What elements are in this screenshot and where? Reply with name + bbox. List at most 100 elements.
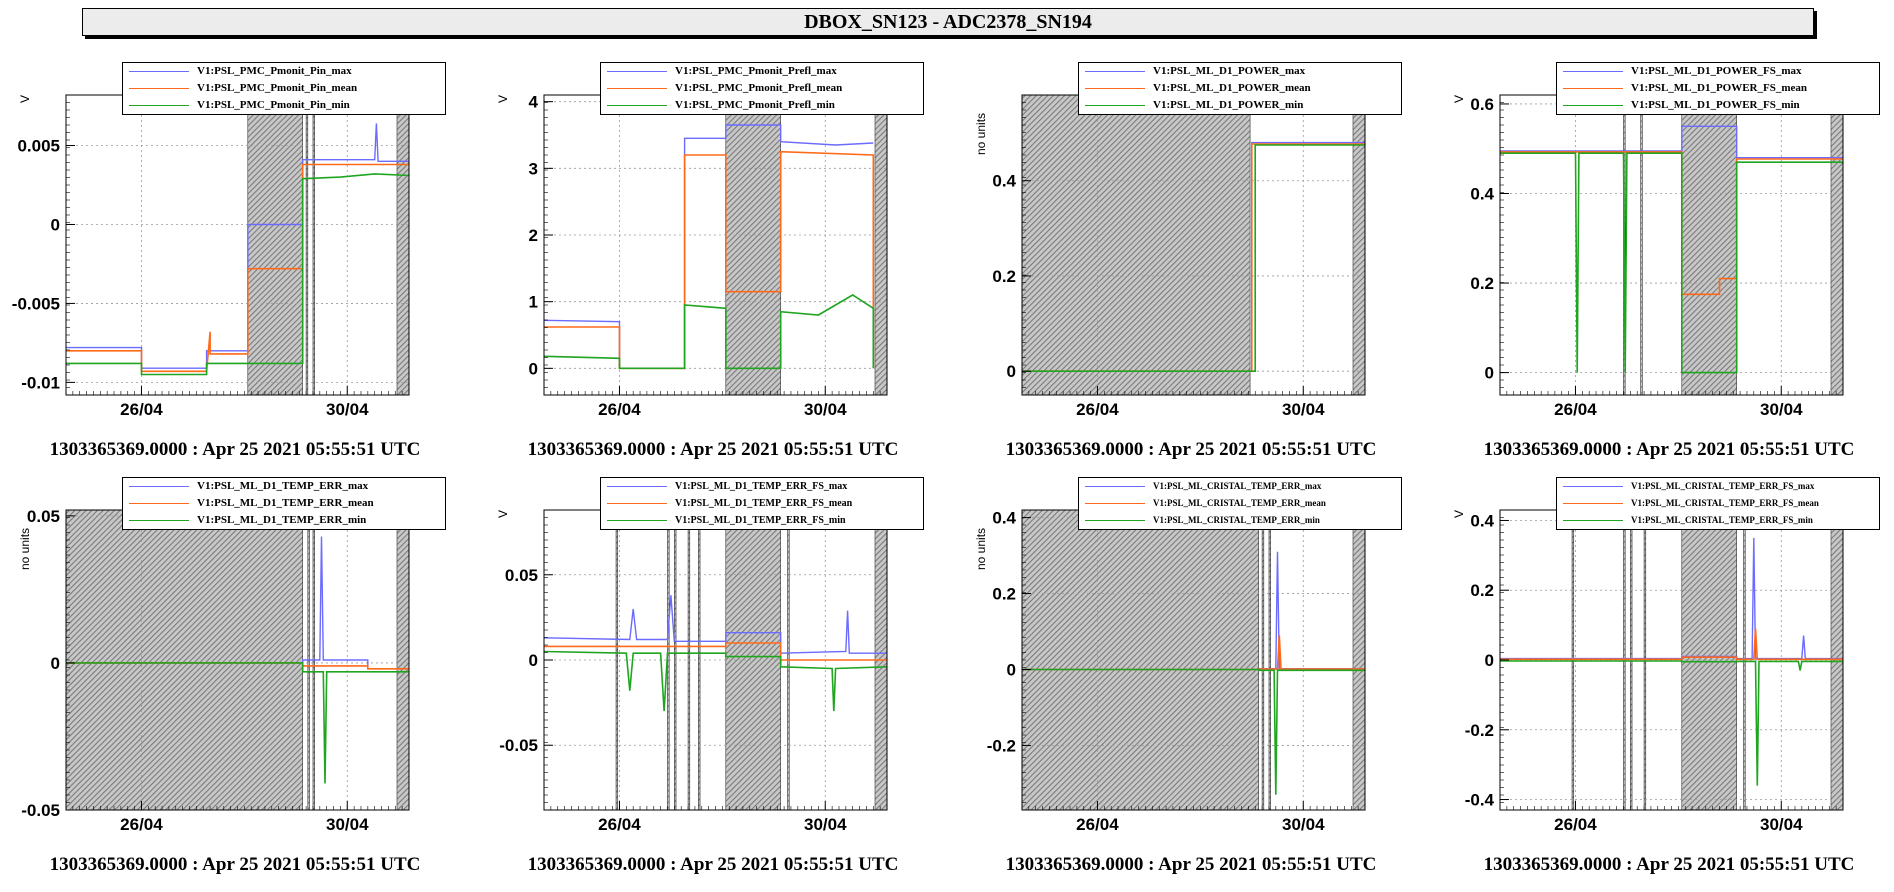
y-tick-label: -0.05 <box>499 736 538 755</box>
legend-swatch <box>1085 88 1145 89</box>
legend-label: V1:PSL_ML_CRISTAL_TEMP_ERR_max <box>1153 481 1322 491</box>
legend-label: V1:PSL_ML_D1_TEMP_ERR_mean <box>197 497 374 509</box>
gap-region <box>1681 94 1737 396</box>
legend-entry: V1:PSL_ML_D1_POWER_min <box>1079 97 1401 114</box>
legend-entry: V1:PSL_ML_CRISTAL_TEMP_ERR_FS_min <box>1557 512 1879 529</box>
page-title: DBOX_SN123 - ADC2378_SN194 <box>82 8 1814 36</box>
chart-panel: -0.4 -0.2 0 0.2 0.4 26/04 30/04 V V1:PSL_ML_CRIS… <box>1434 460 1894 892</box>
chart-svg: 0 1 2 3 4 26/04 30/04 <box>529 93 888 419</box>
x-tick-label: 26/04 <box>120 400 163 419</box>
chart-svg: 0 0.2 0.4 26/04 30/04 <box>992 94 1366 419</box>
y-tick-label: 0.2 <box>992 585 1016 604</box>
chart-panel: 0 0.2 0.4 26/04 30/04 no units V1:PSL_ML_D1_PO… <box>956 45 1426 477</box>
legend-entry: V1:PSL_PMC_Pmonit_Prefl_max <box>601 63 923 80</box>
legend-swatch <box>607 71 667 72</box>
legend-swatch <box>129 486 189 487</box>
timestamp-label: 1303365369.0000 : Apr 25 2021 05:55:51 U… <box>49 439 421 460</box>
legend-entry: V1:PSL_PMC_Pmonit_Prefl_min <box>601 97 923 114</box>
legend-label: V1:PSL_PMC_Pmonit_Prefl_min <box>675 99 835 111</box>
legend-entry: V1:PSL_ML_CRISTAL_TEMP_ERR_FS_mean <box>1557 495 1879 512</box>
x-tick-label: 30/04 <box>1760 815 1803 834</box>
plot-area <box>66 95 409 395</box>
chart-svg: -0.2 0 0.2 0.4 26/04 30/04 <box>987 509 1366 834</box>
y-axis-unit: no units <box>974 112 988 155</box>
y-axis-unit: no units <box>974 527 988 570</box>
gap-region <box>312 94 315 396</box>
y-tick-label: 0 <box>529 651 538 670</box>
legend: V1:PSL_ML_CRISTAL_TEMP_ERR_max V1:PSL_ML_… <box>1078 477 1402 530</box>
plot-area <box>544 95 887 395</box>
chart-svg: -0.05 0 0.05 26/04 30/04 <box>499 509 888 834</box>
legend-label: V1:PSL_PMC_Pmonit_Prefl_max <box>675 65 837 77</box>
legend-swatch <box>1563 71 1623 72</box>
legend-label: V1:PSL_ML_CRISTAL_TEMP_ERR_FS_mean <box>1631 498 1819 508</box>
legend-label: V1:PSL_ML_D1_TEMP_ERR_FS_min <box>675 515 846 526</box>
legend-entry: V1:PSL_ML_D1_TEMP_ERR_FS_max <box>601 478 923 495</box>
legend: V1:PSL_ML_D1_TEMP_ERR_FS_max V1:PSL_ML_D1… <box>600 477 924 530</box>
y-tick-label: 0.4 <box>992 172 1016 191</box>
x-tick-label: 30/04 <box>326 400 369 419</box>
series-line-max <box>544 595 887 654</box>
legend-label: V1:PSL_ML_CRISTAL_TEMP_ERR_mean <box>1153 498 1326 508</box>
gap-regions <box>247 94 410 396</box>
legend-swatch <box>607 503 667 504</box>
chart-panel: 0 0.2 0.4 0.6 26/04 30/04 V V1:PSL_ML_D1_POWER_… <box>1434 45 1894 477</box>
legend-label: V1:PSL_ML_D1_POWER_FS_max <box>1631 65 1802 77</box>
y-tick-label: 0.2 <box>992 267 1016 286</box>
y-tick-label: -0.01 <box>21 373 60 392</box>
y-tick-label: 0.05 <box>27 507 60 526</box>
legend-swatch <box>129 105 189 106</box>
legend-label: V1:PSL_PMC_Pmonit_Prefl_mean <box>675 82 843 94</box>
gap-region <box>1268 509 1271 811</box>
x-tick-label: 30/04 <box>326 815 369 834</box>
gap-region <box>247 94 303 396</box>
gap-region <box>396 509 410 811</box>
y-tick-label: 0 <box>51 215 60 234</box>
legend-swatch <box>1563 88 1623 89</box>
y-tick-label: 4 <box>529 93 539 112</box>
legend-label: V1:PSL_PMC_Pmonit_Pin_max <box>197 65 352 77</box>
x-tick-label: 26/04 <box>1076 815 1119 834</box>
series-line-mean <box>544 642 887 661</box>
legend-entry: V1:PSL_ML_D1_POWER_FS_mean <box>1557 80 1879 97</box>
x-tick-label: 30/04 <box>804 815 847 834</box>
y-tick-label: -0.4 <box>1465 791 1495 810</box>
legend-label: V1:PSL_ML_D1_TEMP_ERR_min <box>197 514 367 526</box>
y-tick-label: 3 <box>529 159 538 178</box>
legend-entry: V1:PSL_ML_CRISTAL_TEMP_ERR_mean <box>1079 495 1401 512</box>
legend: V1:PSL_ML_D1_TEMP_ERR_max V1:PSL_ML_D1_TE… <box>122 477 446 530</box>
legend-entry: V1:PSL_ML_D1_TEMP_ERR_FS_min <box>601 512 923 529</box>
grid <box>66 95 409 395</box>
x-tick-label: 26/04 <box>1076 400 1119 419</box>
gap-region <box>1830 94 1844 396</box>
legend-entry: V1:PSL_ML_D1_POWER_mean <box>1079 80 1401 97</box>
legend-entry: V1:PSL_PMC_Pmonit_Pin_min <box>123 97 445 114</box>
legend-swatch <box>1085 503 1145 504</box>
legend: V1:PSL_ML_D1_POWER_max V1:PSL_ML_D1_POWER… <box>1078 62 1402 115</box>
legend-swatch <box>1563 520 1623 521</box>
gap-region <box>1021 94 1251 396</box>
chart-panel: 0 1 2 3 4 26/04 30/04 V V1:PSL_PMC_Pmonit_Prefl_… <box>478 45 948 477</box>
legend-swatch <box>1563 503 1623 504</box>
legend-entry: V1:PSL_ML_CRISTAL_TEMP_ERR_max <box>1079 478 1401 495</box>
gap-region <box>1640 94 1643 396</box>
gap-region <box>1352 509 1366 811</box>
y-tick-label: 0 <box>1485 651 1494 670</box>
y-tick-label: 0.05 <box>505 566 538 585</box>
series-line-min <box>1022 144 1365 372</box>
legend-label: V1:PSL_ML_D1_TEMP_ERR_FS_mean <box>675 498 853 509</box>
chart-panel: -0.05 0 0.05 26/04 30/04 no units V1:PSL_ML_D1… <box>0 460 470 892</box>
y-tick-label: 0.4 <box>1470 185 1494 204</box>
plot-area <box>1500 95 1843 395</box>
legend-swatch <box>1085 486 1145 487</box>
gap-region <box>725 94 781 396</box>
legend-swatch <box>129 71 189 72</box>
gap-region <box>615 509 619 811</box>
y-tick-label: 0.2 <box>1470 581 1494 600</box>
gap-region <box>65 509 303 811</box>
legend-entry: V1:PSL_ML_D1_TEMP_ERR_max <box>123 478 445 495</box>
y-tick-label: 2 <box>529 226 538 245</box>
chart-panel: -0.05 0 0.05 26/04 30/04 V V1:PSL_ML_D1_TEMP_E… <box>478 460 948 892</box>
legend-label: V1:PSL_ML_CRISTAL_TEMP_ERR_FS_min <box>1631 515 1813 525</box>
x-tick-label: 26/04 <box>1554 400 1597 419</box>
